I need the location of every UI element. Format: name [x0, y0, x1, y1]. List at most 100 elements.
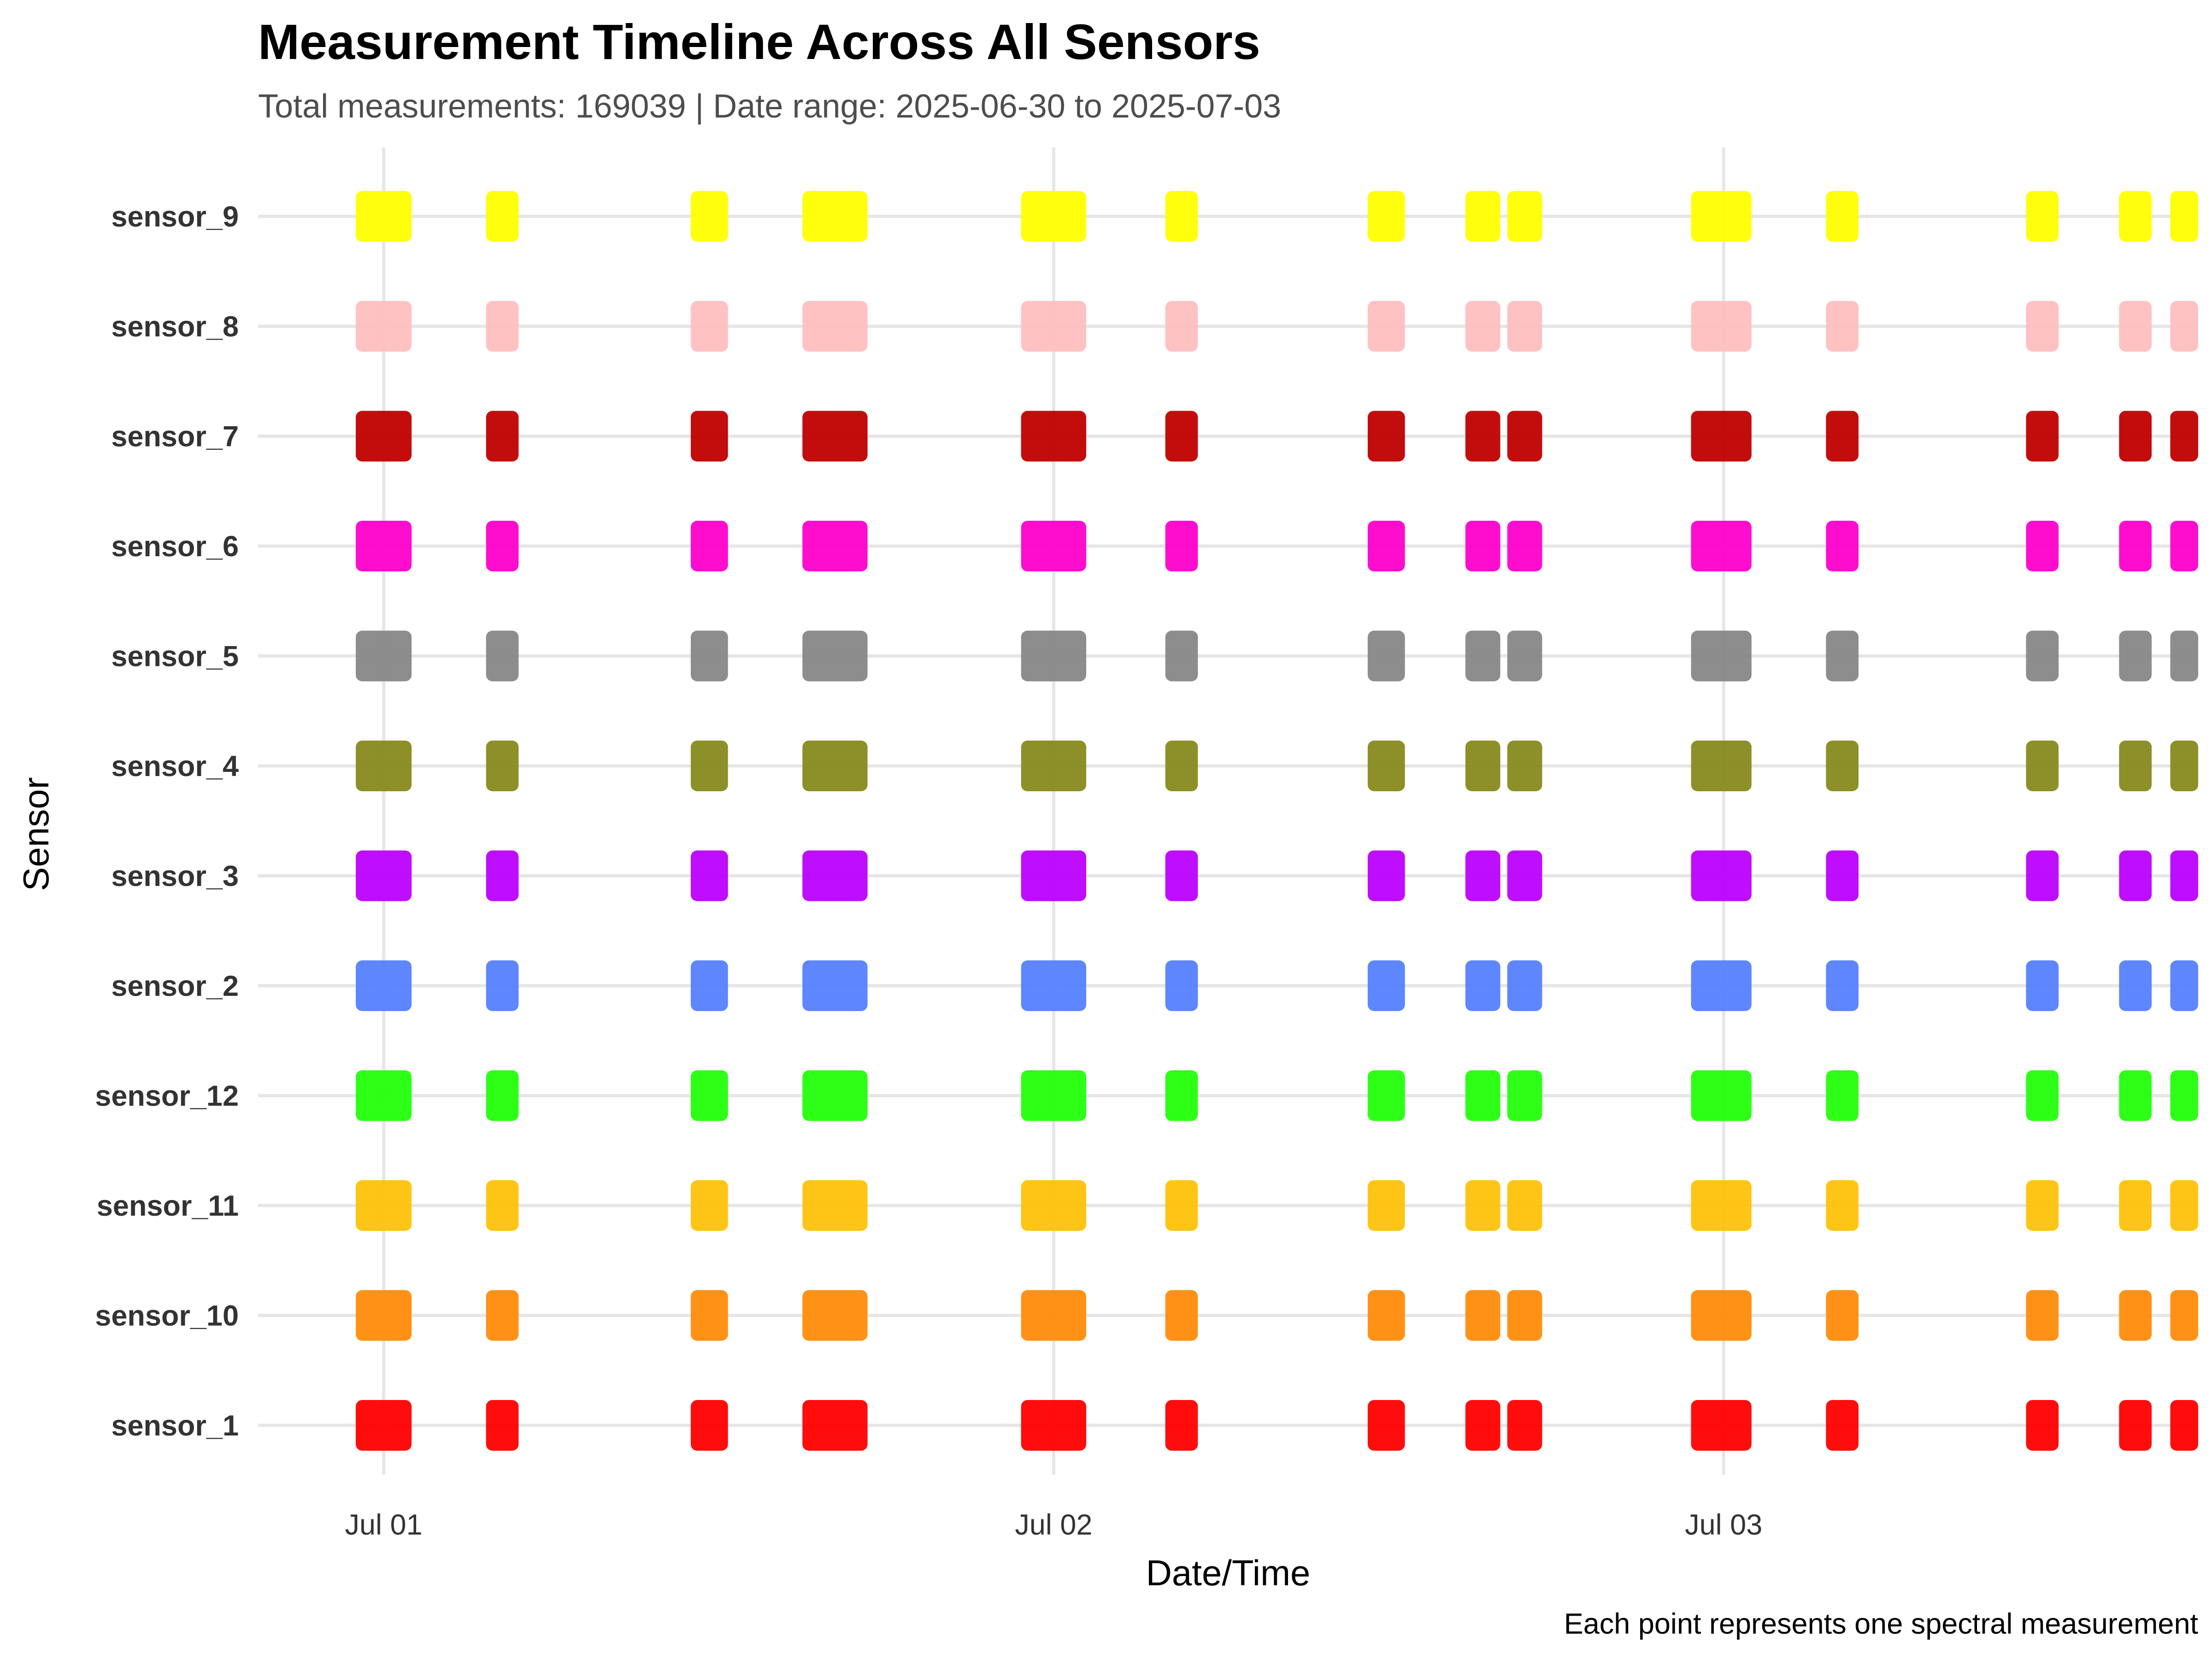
point-cluster — [1691, 1180, 1752, 1231]
point-cluster — [1021, 521, 1087, 571]
measurement-point-clusters — [356, 191, 2198, 1451]
point-cluster — [1691, 960, 1752, 1011]
point-cluster — [1165, 1400, 1198, 1451]
x-tick-label: Jul 03 — [1685, 1509, 1762, 1541]
point-cluster — [1507, 850, 1542, 901]
y-tick-label-sensor_5: sensor_5 — [111, 641, 239, 673]
point-cluster — [1367, 850, 1405, 901]
point-cluster — [2170, 741, 2198, 791]
point-cluster — [1165, 741, 1198, 791]
point-cluster — [1021, 191, 1087, 242]
y-tick-label-sensor_4: sensor_4 — [111, 750, 239, 782]
series-sensor_1 — [356, 1400, 2198, 1451]
point-cluster — [1465, 741, 1500, 791]
point-cluster — [1826, 521, 1859, 571]
series-sensor_3 — [356, 850, 2198, 901]
point-cluster — [1021, 1400, 1087, 1451]
point-cluster — [1367, 1180, 1405, 1231]
point-cluster — [1507, 411, 1542, 462]
point-cluster — [1367, 1290, 1405, 1341]
point-cluster — [2170, 630, 2198, 682]
point-cluster — [1826, 301, 1859, 352]
point-cluster — [2119, 1180, 2152, 1231]
point-cluster — [1691, 630, 1752, 682]
point-cluster — [1367, 301, 1405, 352]
point-cluster — [1691, 301, 1752, 352]
point-cluster — [1165, 301, 1198, 352]
point-cluster — [486, 1070, 519, 1121]
point-cluster — [2026, 630, 2059, 682]
point-cluster — [1826, 630, 1859, 682]
point-cluster — [486, 411, 519, 462]
point-cluster — [1021, 301, 1087, 352]
point-cluster — [1826, 741, 1859, 791]
point-cluster — [1826, 191, 1859, 242]
point-cluster — [1691, 850, 1752, 901]
point-cluster — [802, 850, 868, 901]
point-cluster — [1826, 1400, 1859, 1451]
point-cluster — [802, 191, 868, 242]
point-cluster — [1507, 960, 1542, 1011]
y-tick-label-sensor_3: sensor_3 — [111, 860, 239, 893]
point-cluster — [1165, 1290, 1198, 1341]
point-cluster — [1367, 741, 1405, 791]
point-cluster — [1826, 1290, 1859, 1341]
y-tick-label-sensor_2: sensor_2 — [111, 970, 239, 1002]
point-cluster — [2026, 850, 2059, 901]
point-cluster — [690, 1400, 728, 1451]
point-cluster — [1367, 960, 1405, 1011]
point-cluster — [802, 301, 868, 352]
point-cluster — [1021, 1290, 1087, 1341]
y-tick-label-sensor_9: sensor_9 — [111, 201, 239, 233]
point-cluster — [356, 411, 412, 462]
point-cluster — [690, 301, 728, 352]
point-cluster — [1021, 960, 1087, 1011]
point-cluster — [1367, 191, 1405, 242]
point-cluster — [2026, 521, 2059, 571]
point-cluster — [486, 521, 519, 571]
point-cluster — [1826, 1070, 1859, 1121]
y-axis-tick-labels: sensor_1 sensor_10 sensor_11 sensor_12 senso… — [95, 201, 239, 1442]
point-cluster — [1021, 1070, 1087, 1121]
point-cluster — [2119, 1070, 2152, 1121]
point-cluster — [2119, 301, 2152, 352]
point-cluster — [802, 1400, 868, 1451]
point-cluster — [356, 191, 412, 242]
point-cluster — [1691, 411, 1752, 462]
point-cluster — [2119, 1400, 2152, 1451]
point-cluster — [486, 850, 519, 901]
point-cluster — [1691, 521, 1752, 571]
series-sensor_8 — [356, 301, 2198, 352]
point-cluster — [486, 1400, 519, 1451]
y-tick-label-sensor_10: sensor_10 — [95, 1300, 239, 1332]
point-cluster — [2119, 850, 2152, 901]
point-cluster — [802, 411, 868, 462]
point-cluster — [2170, 191, 2198, 242]
point-cluster — [356, 741, 412, 791]
point-cluster — [1507, 521, 1542, 571]
point-cluster — [1507, 1400, 1542, 1451]
point-cluster — [1465, 630, 1500, 682]
point-cluster — [356, 301, 412, 352]
point-cluster — [2026, 191, 2059, 242]
y-tick-label-sensor_8: sensor_8 — [111, 311, 239, 343]
series-sensor_10 — [356, 1290, 2198, 1341]
point-cluster — [1165, 191, 1198, 242]
point-cluster — [1465, 1180, 1500, 1231]
point-cluster — [2026, 960, 2059, 1011]
point-cluster — [1507, 301, 1542, 352]
point-cluster — [690, 1180, 728, 1231]
point-cluster — [2026, 411, 2059, 462]
point-cluster — [2026, 1070, 2059, 1121]
point-cluster — [2119, 191, 2152, 242]
point-cluster — [1826, 411, 1859, 462]
point-cluster — [2026, 1400, 2059, 1451]
point-cluster — [356, 960, 412, 1011]
point-cluster — [2170, 411, 2198, 462]
y-tick-label-sensor_11: sensor_11 — [97, 1190, 239, 1222]
point-cluster — [1165, 1070, 1198, 1121]
series-sensor_12 — [356, 1070, 2198, 1121]
point-cluster — [1691, 741, 1752, 791]
point-cluster — [1165, 630, 1198, 682]
point-cluster — [486, 741, 519, 791]
